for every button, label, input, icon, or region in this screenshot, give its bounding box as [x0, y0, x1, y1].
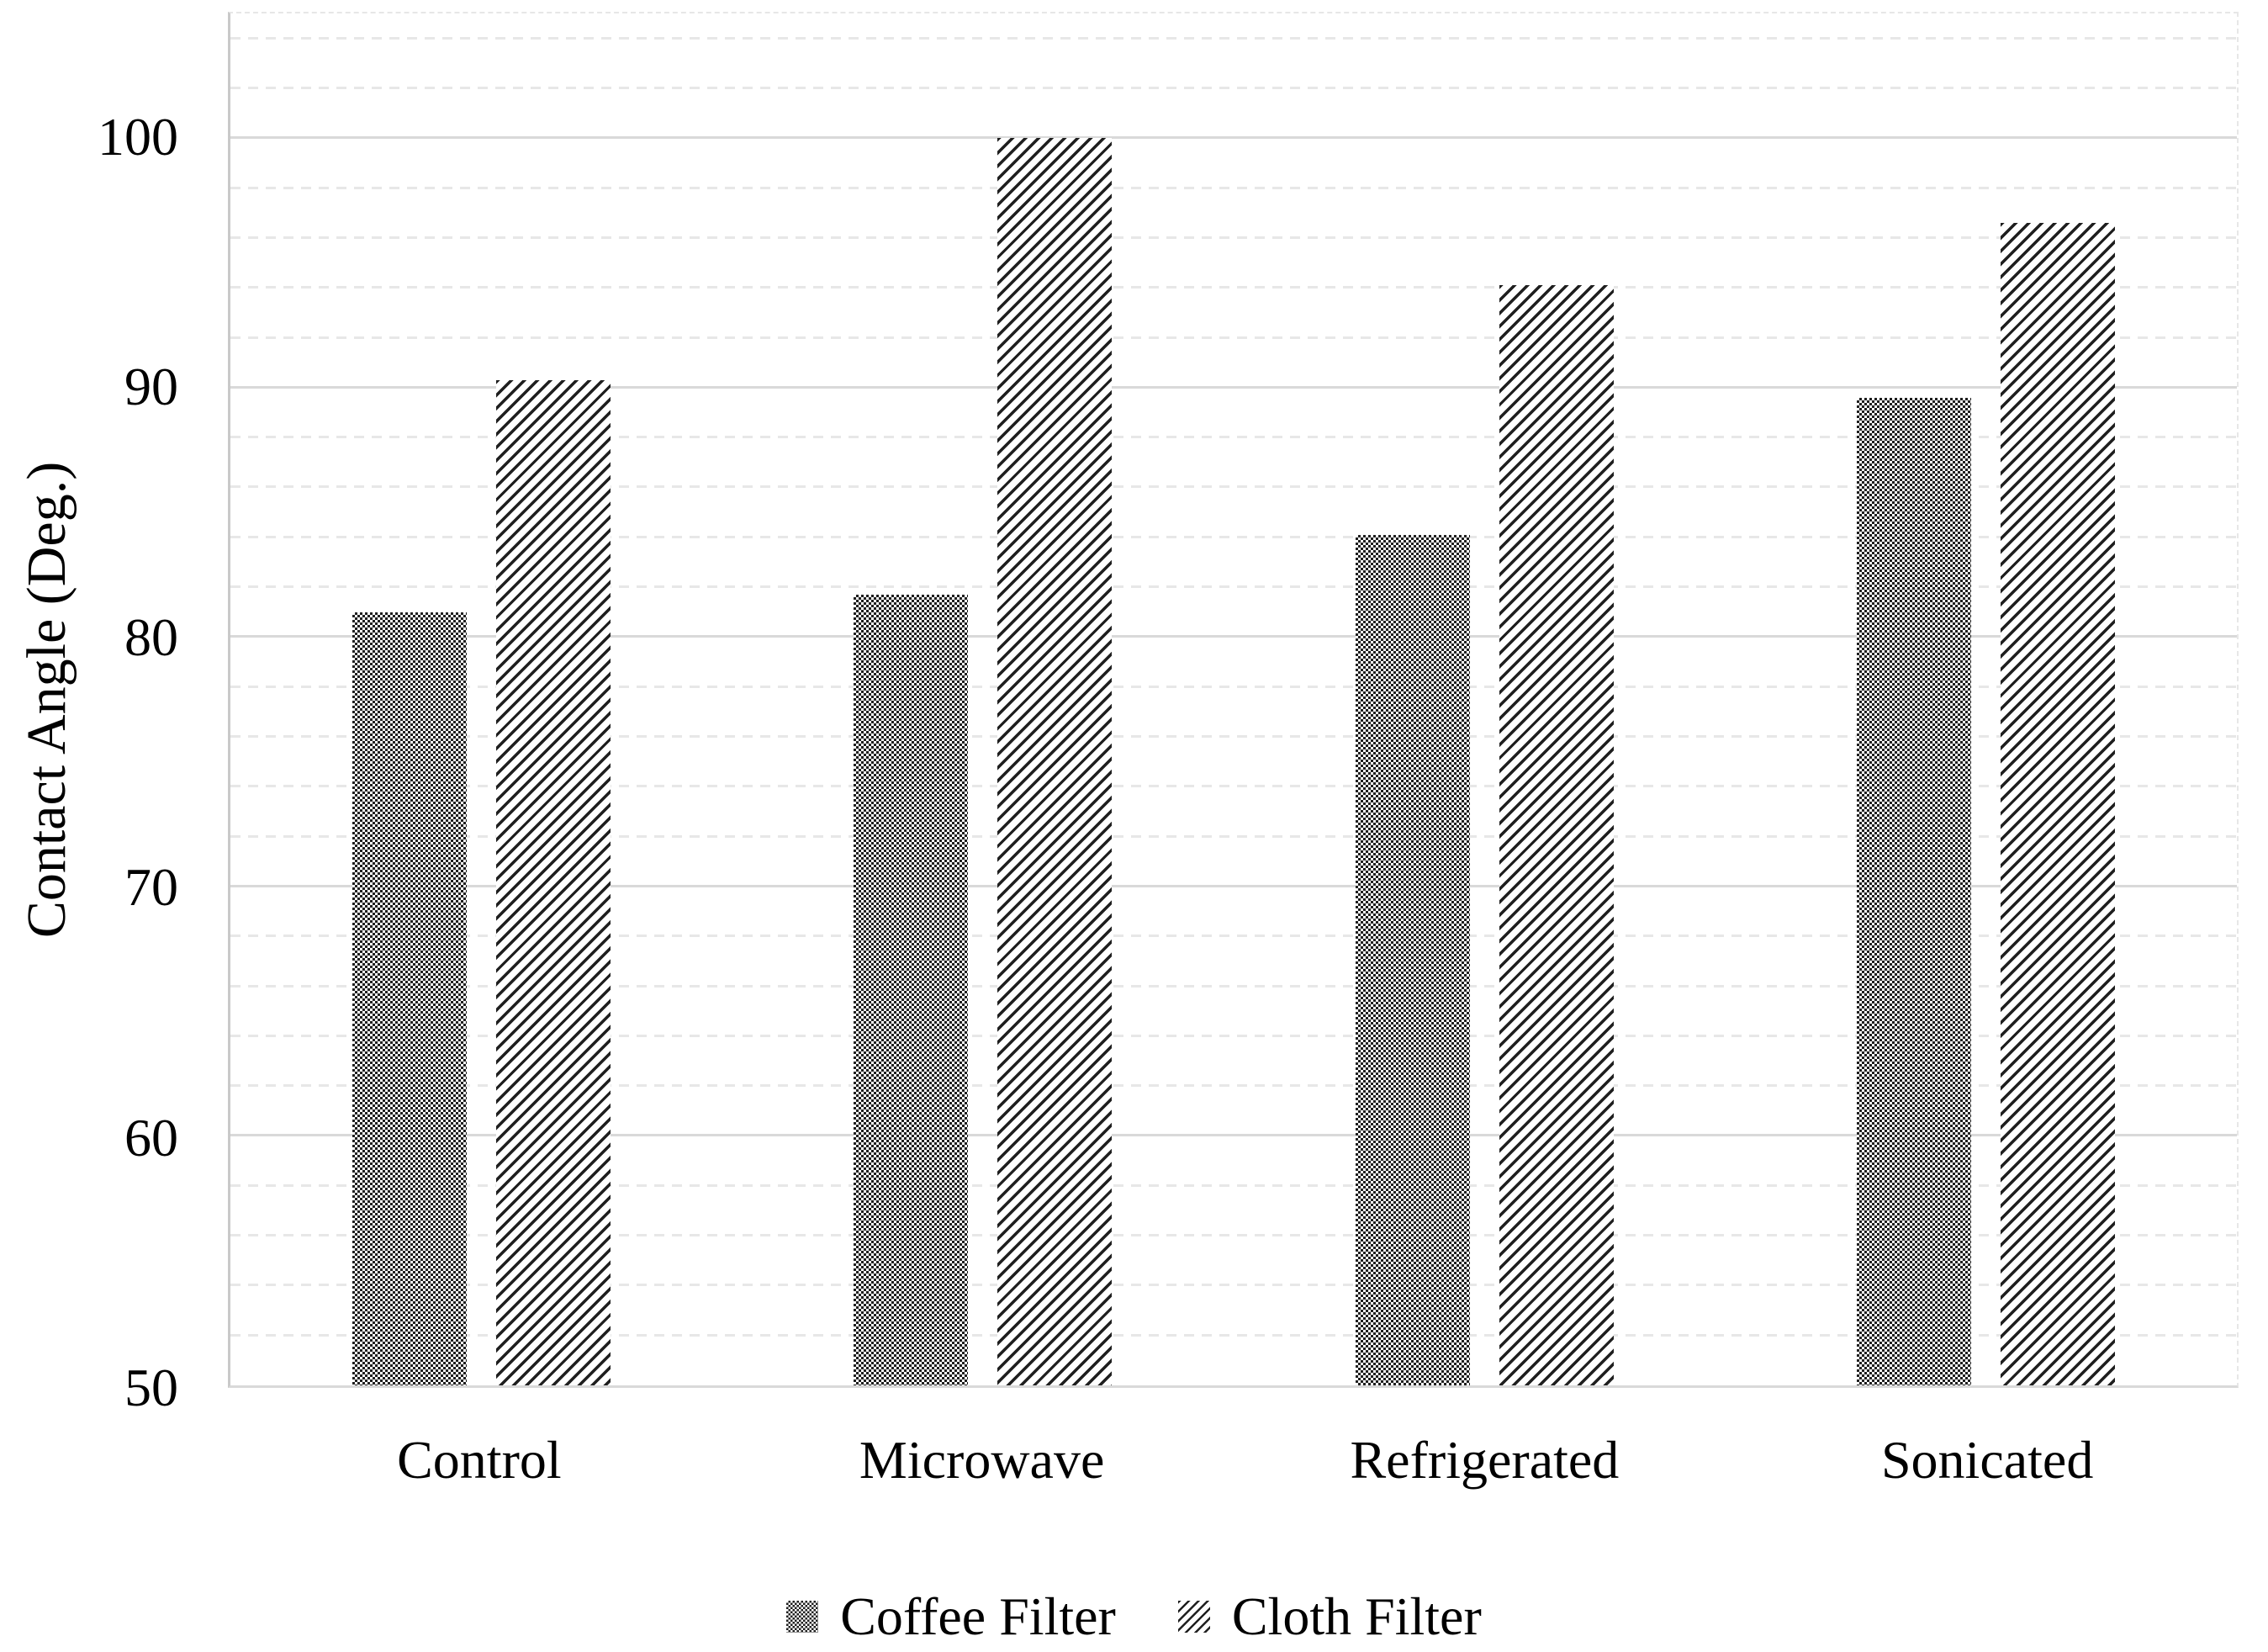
minor-gridline: [230, 535, 2237, 538]
minor-gridline: [230, 1084, 2237, 1088]
bar-groups: [230, 13, 2237, 1385]
x-label-sonicated: Sonicated: [1880, 1430, 2094, 1490]
major-gridline: [230, 385, 2237, 389]
bar-coffee-filter-refrigerated: [1355, 534, 1470, 1385]
checkerboard-swatch-icon: [786, 1601, 819, 1633]
bar-coffee-filter-microwave: [854, 594, 969, 1385]
legend: Coffee Filter Cloth Filter: [0, 1581, 2268, 1652]
minor-gridline: [230, 436, 2237, 439]
minor-gridline: [230, 1284, 2237, 1287]
y-tick-label: 60: [124, 1107, 178, 1168]
bar-group-sonicated: [1736, 13, 2238, 1385]
y-tick-label: 100: [98, 106, 178, 167]
y-axis-tick-labels: 50 60 70 80 90 100: [0, 12, 178, 1414]
bar-cloth-filter-microwave: [997, 138, 1113, 1385]
minor-gridline: [230, 785, 2237, 788]
major-gridline: [230, 884, 2237, 887]
minor-gridline: [230, 236, 2237, 239]
bar-cloth-filter-control: [495, 379, 611, 1385]
minor-gridline: [230, 1333, 2237, 1337]
y-tick-label: 80: [124, 606, 178, 667]
minor-gridline: [230, 1234, 2237, 1237]
minor-gridline: [230, 336, 2237, 339]
minor-gridline: [230, 286, 2237, 289]
x-label-control: Control: [397, 1430, 562, 1490]
bar-coffee-filter-control: [352, 612, 467, 1385]
y-tick-label: 90: [124, 357, 178, 417]
y-tick-label: 70: [124, 857, 178, 918]
legend-item-coffee-filter: Coffee Filter: [786, 1590, 1116, 1644]
x-label-microwave: Microwave: [859, 1430, 1105, 1490]
major-gridline: [230, 136, 2237, 140]
x-label-refrigerated: Refrigerated: [1350, 1430, 1620, 1490]
y-tick-label: 50: [124, 1358, 178, 1417]
major-gridline: [230, 1134, 2237, 1137]
minor-gridline: [230, 485, 2237, 489]
major-gridline: [230, 635, 2237, 638]
bar-group-control: [230, 13, 732, 1385]
minor-gridline: [230, 1034, 2237, 1037]
gridlines: [230, 13, 2237, 1385]
minor-gridline: [230, 585, 2237, 589]
bar-cloth-filter-sonicated: [2001, 223, 2116, 1385]
minor-gridline: [230, 734, 2237, 738]
minor-gridline: [230, 186, 2237, 189]
minor-gridline: [230, 834, 2237, 838]
bar-group-refrigerated: [1234, 13, 1736, 1385]
plot-area: [228, 12, 2239, 1388]
minor-gridline: [230, 1183, 2237, 1187]
minor-gridline: [230, 36, 2237, 40]
legend-label: Cloth Filter: [1231, 1586, 1482, 1646]
x-axis-category-labels: Control Microwave Refrigerated Sonicated: [228, 1420, 2239, 1501]
diagonal-hatch-swatch-icon: [1177, 1601, 1210, 1633]
minor-gridline: [230, 685, 2237, 688]
minor-gridline: [230, 984, 2237, 987]
bar-cloth-filter-refrigerated: [1499, 285, 1614, 1385]
bar-group-microwave: [732, 13, 1234, 1385]
minor-gridline: [230, 935, 2237, 938]
minor-gridline: [230, 86, 2237, 89]
legend-item-cloth-filter: Cloth Filter: [1177, 1586, 1482, 1646]
legend-label: Coffee Filter: [840, 1586, 1116, 1646]
bar-coffee-filter-sonicated: [1857, 397, 1972, 1385]
